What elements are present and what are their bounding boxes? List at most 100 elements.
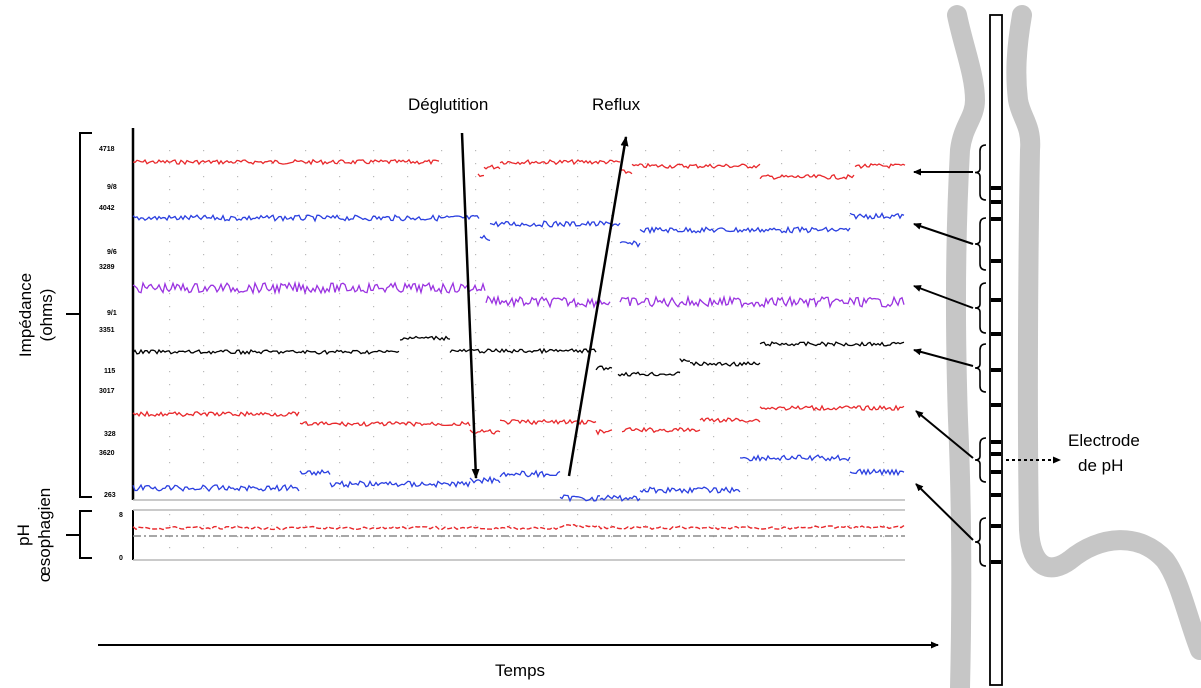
grid-dot (373, 514, 375, 516)
grid-dot (747, 215, 749, 217)
grid-dot (849, 319, 851, 321)
grid-dot (679, 176, 681, 178)
grid-dot (713, 215, 715, 217)
grid-dot (611, 241, 613, 243)
grid-dot (271, 306, 273, 308)
grid-dot (577, 241, 579, 243)
grid-dot (747, 150, 749, 152)
grid-dot (815, 475, 817, 477)
grid-dot (509, 488, 511, 490)
grid-dot (611, 410, 613, 412)
grid-dot (305, 267, 307, 269)
grid-dot (679, 280, 681, 282)
grid-dot (747, 189, 749, 191)
grid-dot (815, 319, 817, 321)
grid-dot (883, 462, 885, 464)
electrode-ring (991, 368, 1001, 372)
grid-dot (169, 514, 171, 516)
grid-dot (441, 436, 443, 438)
grid-dot (577, 358, 579, 360)
grid-dot (271, 241, 273, 243)
grid-dot (509, 189, 511, 191)
grid-dot (577, 306, 579, 308)
grid-dot (339, 514, 341, 516)
grid-dot (305, 397, 307, 399)
grid-dot (339, 371, 341, 373)
grid-dot (849, 436, 851, 438)
grid-dot (543, 202, 545, 204)
grid-dot (339, 423, 341, 425)
grid-dot (781, 536, 783, 538)
grid-dot (407, 163, 409, 165)
impedance-trace-5 (132, 404, 905, 436)
grid-dot (407, 228, 409, 230)
grid-dot (407, 319, 409, 321)
grid-dot (169, 319, 171, 321)
grid-dot (271, 319, 273, 321)
grid-dot (543, 423, 545, 425)
grid-dot (271, 410, 273, 412)
grid-dot (577, 215, 579, 217)
grid-dot (543, 449, 545, 451)
grid-dot (815, 525, 817, 527)
grid-dot (815, 293, 817, 295)
grid-dot (237, 547, 239, 549)
grid-dot (849, 410, 851, 412)
catheter (989, 14, 1003, 686)
grid-dot (543, 410, 545, 412)
grid-dot (407, 475, 409, 477)
grid-dot (645, 397, 647, 399)
grid-dot (441, 423, 443, 425)
grid-dot (169, 547, 171, 549)
grid-dot (407, 462, 409, 464)
grid-dot (679, 514, 681, 516)
grid-dot (713, 267, 715, 269)
grid-dot (679, 228, 681, 230)
grid-dot (305, 280, 307, 282)
grid-dot (475, 410, 477, 412)
grid-dot (679, 150, 681, 152)
grid-dot (713, 449, 715, 451)
grid-dot (849, 358, 851, 360)
grid-dot (237, 358, 239, 360)
ph-bottom-label: 0 (119, 555, 123, 562)
grid-dot (237, 293, 239, 295)
grid-dot (713, 176, 715, 178)
grid-dot (713, 228, 715, 230)
grid-dot (339, 163, 341, 165)
grid-dot (407, 176, 409, 178)
grid-dot (883, 319, 885, 321)
grid-dot (543, 306, 545, 308)
grid-dot (339, 397, 341, 399)
grid-dot (305, 202, 307, 204)
grid-dot (543, 241, 545, 243)
grid-dot (883, 449, 885, 451)
grid-dot (407, 280, 409, 282)
grid-dot (339, 215, 341, 217)
grid-dot (441, 332, 443, 334)
grid-dot (373, 345, 375, 347)
grid-dot (203, 176, 205, 178)
grid-dot (645, 150, 647, 152)
grid-dot (169, 280, 171, 282)
grid-dots (169, 150, 885, 549)
grid-dot (475, 514, 477, 516)
grid-dot (373, 176, 375, 178)
grid-dot (305, 410, 307, 412)
grid-dot (373, 332, 375, 334)
grid-dot (543, 488, 545, 490)
grid-dot (305, 215, 307, 217)
grid-dot (441, 358, 443, 360)
grid-dot (237, 514, 239, 516)
grid-dot (781, 525, 783, 527)
grid-dot (339, 449, 341, 451)
grid-dot (645, 306, 647, 308)
grid-dot (203, 215, 205, 217)
grid-dot (237, 410, 239, 412)
grid-dot (781, 384, 783, 386)
grid-dot (713, 514, 715, 516)
grid-dot (441, 345, 443, 347)
grid-dot (611, 319, 613, 321)
grid-dot (305, 163, 307, 165)
grid-dot (271, 176, 273, 178)
